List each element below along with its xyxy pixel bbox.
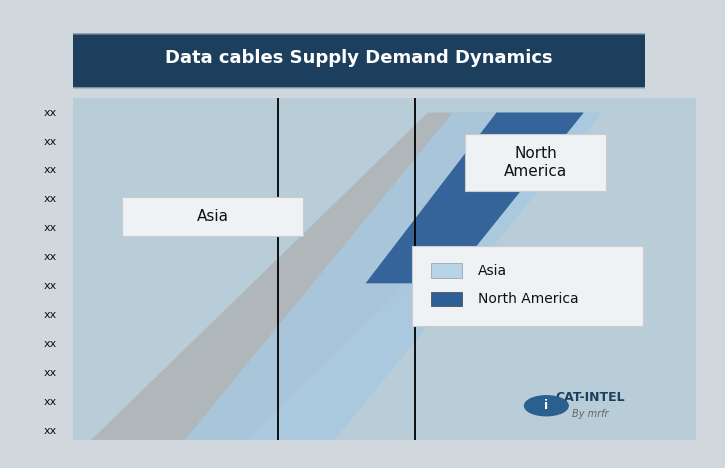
Polygon shape xyxy=(91,112,584,440)
Text: Data cables Supply Demand Dynamics: Data cables Supply Demand Dynamics xyxy=(165,49,552,67)
Text: xx: xx xyxy=(44,310,57,321)
Text: xx: xx xyxy=(44,339,57,350)
Text: xx: xx xyxy=(44,166,57,176)
Text: Asia: Asia xyxy=(196,209,229,224)
Text: xx: xx xyxy=(44,426,57,436)
FancyBboxPatch shape xyxy=(431,292,463,306)
FancyBboxPatch shape xyxy=(72,98,696,440)
Circle shape xyxy=(524,396,568,416)
Polygon shape xyxy=(185,112,602,440)
Polygon shape xyxy=(365,112,584,283)
Text: Asia: Asia xyxy=(478,263,507,278)
Text: xx: xx xyxy=(44,195,57,205)
Text: xx: xx xyxy=(44,281,57,292)
Text: xx: xx xyxy=(44,108,57,117)
FancyBboxPatch shape xyxy=(465,134,605,191)
FancyBboxPatch shape xyxy=(431,263,463,278)
Text: xx: xx xyxy=(44,368,57,379)
Text: By mrfr: By mrfr xyxy=(572,410,608,419)
Text: North America: North America xyxy=(478,292,579,306)
Text: CAT-INTEL: CAT-INTEL xyxy=(555,391,625,404)
Text: xx: xx xyxy=(44,252,57,263)
Text: xx: xx xyxy=(44,137,57,146)
FancyBboxPatch shape xyxy=(413,246,643,326)
Text: i: i xyxy=(544,399,548,412)
Text: xx: xx xyxy=(44,397,57,407)
FancyBboxPatch shape xyxy=(123,197,303,236)
Text: North
America: North America xyxy=(504,146,567,178)
Text: xx: xx xyxy=(44,223,57,234)
FancyBboxPatch shape xyxy=(55,34,663,88)
